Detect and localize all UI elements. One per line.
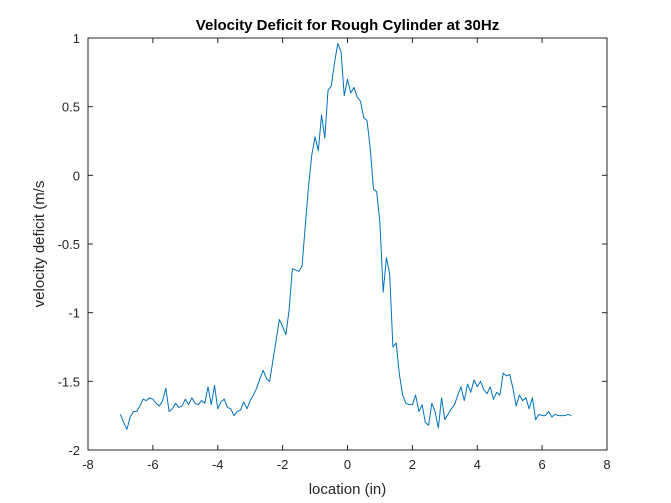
y-tick-label: 0 xyxy=(73,168,80,183)
y-tick-label: -2 xyxy=(68,443,80,458)
y-tick-label: -0.5 xyxy=(58,237,80,252)
chart-title: Velocity Deficit for Rough Cylinder at 3… xyxy=(196,17,499,34)
y-tick-label: 0.5 xyxy=(62,100,80,115)
x-tick-label: 6 xyxy=(539,457,546,472)
x-tick-label: -2 xyxy=(277,457,289,472)
y-tick-label: -1.5 xyxy=(58,374,80,389)
x-tick-label: 4 xyxy=(474,457,481,472)
y-tick-label: -1 xyxy=(68,306,80,321)
plot-area xyxy=(88,38,607,450)
series-layer xyxy=(119,42,572,430)
x-tick-label: 0 xyxy=(344,457,351,472)
x-axis: -8 -6 -4 -2 0 2 4 6 8 xyxy=(82,38,611,472)
y-axis: -2 -1.5 -1 -0.5 0 0.5 1 xyxy=(58,31,607,458)
x-tick-label: -8 xyxy=(82,457,94,472)
y-axis-label: velocity deficit (m/s xyxy=(31,181,48,308)
x-axis-label: location (in) xyxy=(309,481,387,498)
x-tick-label: 2 xyxy=(409,457,416,472)
series-line xyxy=(119,42,572,430)
y-tick-label: 1 xyxy=(73,31,80,46)
x-tick-label: -6 xyxy=(147,457,159,472)
x-tick-label: -4 xyxy=(212,457,224,472)
x-tick-label: 8 xyxy=(603,457,610,472)
